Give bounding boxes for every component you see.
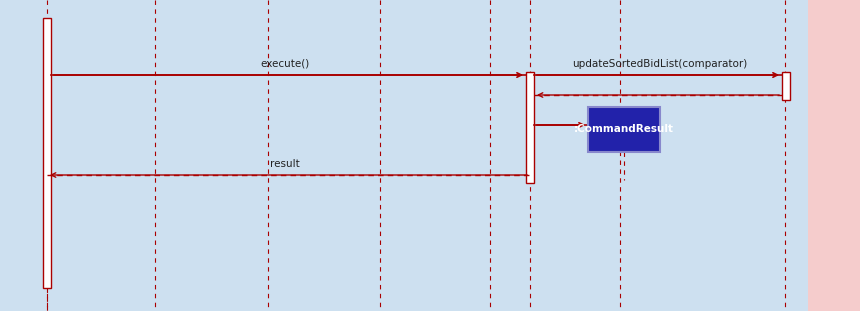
Bar <box>43 18 51 288</box>
Bar <box>588 107 660 152</box>
Bar <box>782 72 790 100</box>
Text: :CommandResult: :CommandResult <box>574 124 674 134</box>
Bar <box>808 0 860 311</box>
Text: updateSortedBidList(comparator): updateSortedBidList(comparator) <box>573 59 747 69</box>
Text: execute(): execute() <box>261 59 310 69</box>
Bar <box>526 72 534 183</box>
Text: result: result <box>270 159 300 169</box>
